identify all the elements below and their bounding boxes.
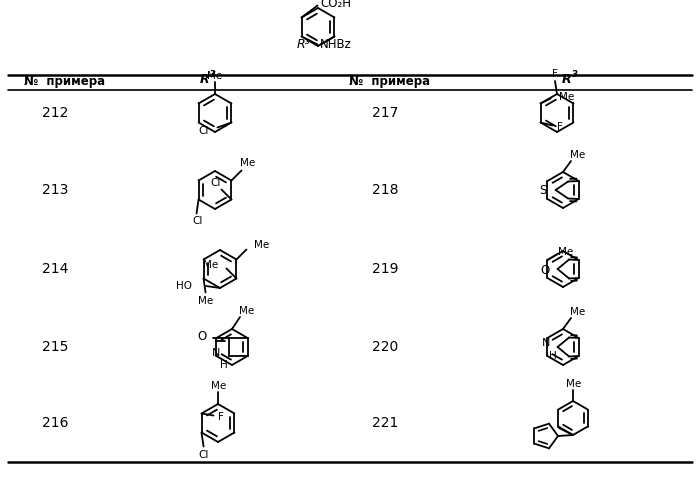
Text: Cl: Cl — [198, 125, 209, 136]
Text: Me: Me — [203, 260, 218, 270]
Text: N: N — [542, 338, 551, 348]
Text: O: O — [540, 265, 550, 277]
Text: R: R — [562, 74, 572, 87]
Text: Me: Me — [559, 93, 574, 102]
Text: H: H — [220, 360, 228, 370]
Text: N: N — [212, 348, 220, 358]
Text: CO₂H: CO₂H — [320, 0, 351, 10]
Text: Me: Me — [570, 150, 586, 160]
Text: Cl: Cl — [210, 177, 220, 188]
Text: Me: Me — [240, 158, 255, 169]
Text: Me: Me — [570, 307, 586, 317]
Text: 220: 220 — [372, 340, 398, 354]
Text: R³: R³ — [297, 38, 311, 51]
Text: Me: Me — [255, 241, 270, 250]
Text: NHBz: NHBz — [320, 38, 351, 51]
Text: №  примера: № примера — [349, 75, 430, 89]
Text: Me: Me — [211, 381, 227, 391]
Text: 216: 216 — [42, 416, 69, 430]
Text: 219: 219 — [372, 262, 398, 276]
Text: 3: 3 — [571, 71, 577, 79]
Text: R: R — [200, 74, 210, 87]
Text: 214: 214 — [42, 262, 68, 276]
Text: 213: 213 — [42, 183, 68, 197]
Text: F: F — [218, 412, 223, 421]
Text: Cl: Cl — [198, 449, 209, 460]
Text: Me: Me — [566, 379, 582, 389]
Text: F: F — [556, 122, 563, 131]
Text: Me: Me — [558, 247, 573, 257]
Text: 3: 3 — [209, 71, 215, 79]
Text: F: F — [552, 69, 558, 79]
Text: Me: Me — [239, 306, 255, 316]
Text: 212: 212 — [42, 106, 68, 120]
Text: Cl: Cl — [193, 217, 203, 226]
Text: HO: HO — [176, 281, 192, 291]
Text: S: S — [539, 185, 547, 197]
Text: O: O — [197, 330, 206, 343]
Text: 215: 215 — [42, 340, 68, 354]
Text: 221: 221 — [372, 416, 398, 430]
Text: H: H — [549, 351, 557, 361]
Text: 218: 218 — [372, 183, 398, 197]
Text: Me: Me — [207, 71, 223, 81]
Text: Me: Me — [198, 295, 214, 305]
Text: 217: 217 — [372, 106, 398, 120]
Text: №  примера: № примера — [25, 75, 106, 89]
